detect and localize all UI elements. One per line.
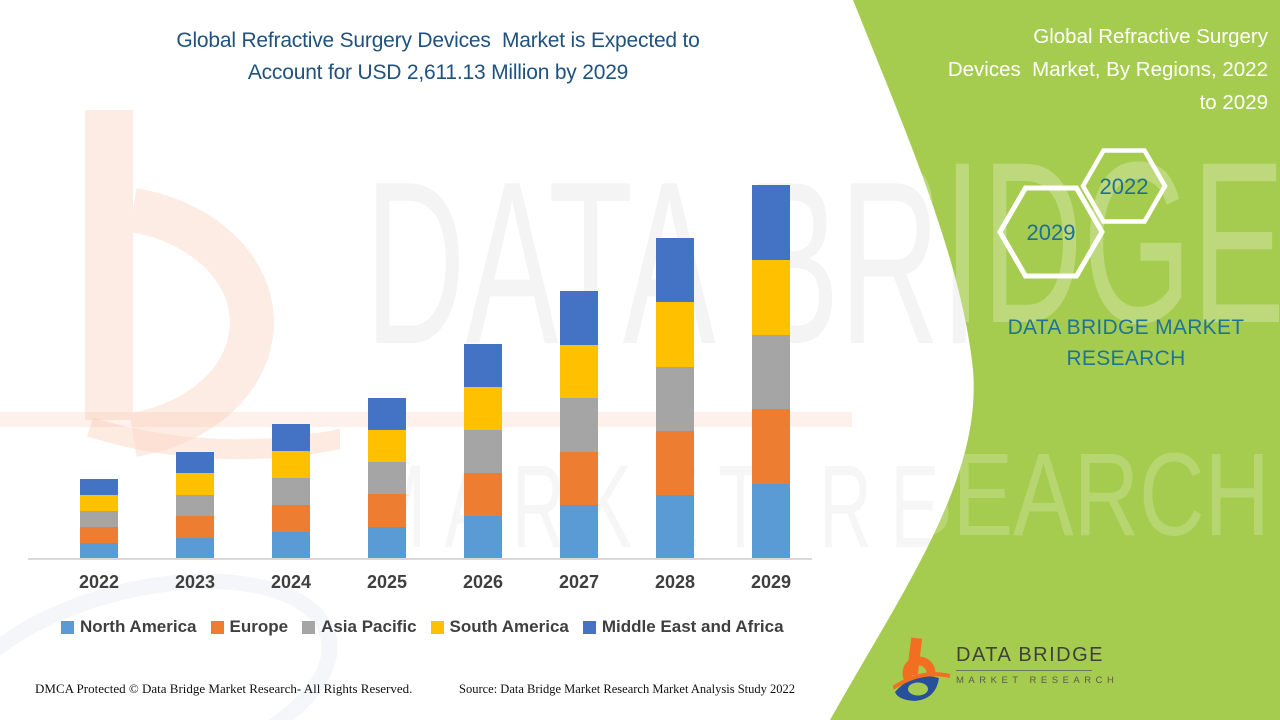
legend-swatch (61, 620, 74, 634)
legend-label: Europe (229, 617, 289, 636)
bar-segment-2028-europe (656, 430, 694, 495)
legend-item-asia-pacific: Asia Pacific (302, 617, 417, 637)
x-axis-line (28, 558, 812, 560)
databridge-logo-icon (893, 637, 951, 701)
x-axis-label-2024: 2024 (270, 572, 312, 592)
hexagon-2029-outline (997, 185, 1105, 279)
bar-segment-2027-middle-east-and-africa (560, 291, 598, 345)
databridge-logo-text: DATA BRIDGE MARKET RESEARCH (956, 644, 1119, 686)
bar-segment-2027-north-america (560, 505, 598, 559)
bar-segment-2026-south-america (464, 387, 502, 431)
bar-segment-2027-asia-pacific (560, 398, 598, 452)
watermark-b-logo (85, 110, 340, 460)
hexagon-2029-label: 2029 (1026, 220, 1076, 245)
bar-segment-2022-middle-east-and-africa (80, 479, 118, 496)
x-axis-label-2023: 2023 (174, 572, 216, 592)
bar-segment-2024-middle-east-and-africa (272, 424, 310, 452)
bar-segment-2029-asia-pacific (752, 334, 790, 410)
bar-segment-2025-asia-pacific (368, 462, 406, 495)
legend-swatch (210, 620, 224, 634)
bar-segment-2029-europe (752, 409, 790, 485)
panel-title-line3: to 2029 (1199, 91, 1268, 114)
bar-segment-2023-europe (176, 516, 214, 538)
logo-divider (956, 670, 1092, 671)
bar-segment-2027-south-america (560, 344, 598, 399)
logo-name: DATA BRIDGE (956, 644, 1105, 666)
bar-segment-2025-europe (368, 494, 406, 527)
legend-swatch (302, 620, 316, 634)
page-title: Global Refractive Surgery Devices Market… (8, 25, 868, 89)
bar-segment-2024-asia-pacific (272, 478, 310, 506)
bar-segment-2025-north-america (368, 526, 406, 559)
bar-segment-2029-middle-east-and-africa (752, 185, 790, 260)
legend-swatch (582, 620, 596, 634)
hexagon-2022-outline (1080, 148, 1168, 224)
bar-segment-2023-north-america (176, 537, 214, 559)
brand-caption-line2: RESEARCH (1066, 347, 1186, 370)
hexagons-graphic (997, 148, 1168, 279)
legend-label: Middle East and Africa (601, 617, 784, 636)
bar-segment-2024-north-america (272, 532, 310, 559)
bar-segment-2026-middle-east-and-africa (464, 344, 502, 388)
legend-item-south-america: South America (430, 617, 569, 637)
x-axis-label-2022: 2022 (78, 572, 120, 592)
dmca-notice: DMCA Protected © Data Bridge Market Rese… (35, 681, 413, 696)
x-axis-label-2026: 2026 (462, 572, 504, 592)
brand-caption: DATA BRIDGE MARKET RESEARCH (1003, 312, 1249, 374)
bar-segment-2026-north-america (464, 516, 502, 559)
bar-segment-2023-asia-pacific (176, 494, 214, 517)
panel-title-line1: Global Refractive Surgery (1033, 25, 1268, 48)
bar-segment-2028-asia-pacific (656, 366, 694, 431)
bar-segment-2026-europe (464, 473, 502, 517)
x-axis-label-2029: 2029 (750, 572, 792, 592)
x-axis-label-2027: 2027 (558, 572, 600, 592)
logo-tagline: MARKET RESEARCH (956, 675, 1119, 686)
watermark-peach-band (0, 412, 852, 427)
legend-label: South America (449, 617, 569, 636)
bar-segment-2026-asia-pacific (464, 430, 502, 474)
bar-segment-2022-asia-pacific (80, 511, 118, 528)
legend-item-europe: Europe (210, 617, 289, 637)
panel-title: Global Refractive Surgery Devices Market… (880, 20, 1268, 119)
panel-title-line2: Devices Market, By Regions, 2022 (947, 58, 1268, 81)
bar-segment-2028-north-america (656, 494, 694, 559)
bar-segment-2024-south-america (272, 451, 310, 479)
bar-segment-2029-north-america (752, 484, 790, 559)
bar-segment-2029-south-america (752, 259, 790, 335)
bar-segment-2022-europe (80, 527, 118, 544)
legend-label: North America (80, 617, 197, 636)
bar-segment-2023-south-america (176, 473, 214, 495)
source-notice: Source: Data Bridge Market Research Mark… (459, 682, 796, 696)
bar-segment-2027-europe (560, 451, 598, 506)
x-axis-label-2025: 2025 (366, 572, 408, 592)
legend-swatch (430, 620, 444, 634)
bar-segment-2028-middle-east-and-africa (656, 238, 694, 303)
x-axis-label-2028: 2028 (654, 572, 696, 592)
bar-segment-2025-south-america (368, 429, 406, 463)
chart-legend: North America Europe Asia Pacific South Ame… (61, 617, 784, 637)
brand-caption-line1: DATA BRIDGE MARKET (1007, 316, 1245, 339)
legend-label: Asia Pacific (321, 617, 417, 636)
bar-segment-2024-europe (272, 505, 310, 533)
page-title-line1: Global Refractive Surgery Devices Market… (176, 29, 700, 52)
legend-item-middle-east-and-africa: Middle East and Africa (582, 617, 784, 637)
bar-segment-2025-middle-east-and-africa (368, 397, 406, 430)
bar-segment-2022-south-america (80, 495, 118, 512)
bar-segment-2023-middle-east-and-africa (176, 451, 214, 474)
legend-item-north-america: North America (61, 617, 197, 637)
bar-segment-2028-south-america (656, 302, 694, 367)
bar-segment-2022-north-america (80, 543, 118, 559)
page-title-line2: Account for USD 2,611.13 Million by 2029 (247, 61, 629, 84)
hexagon-2022-label: 2022 (1099, 174, 1149, 199)
